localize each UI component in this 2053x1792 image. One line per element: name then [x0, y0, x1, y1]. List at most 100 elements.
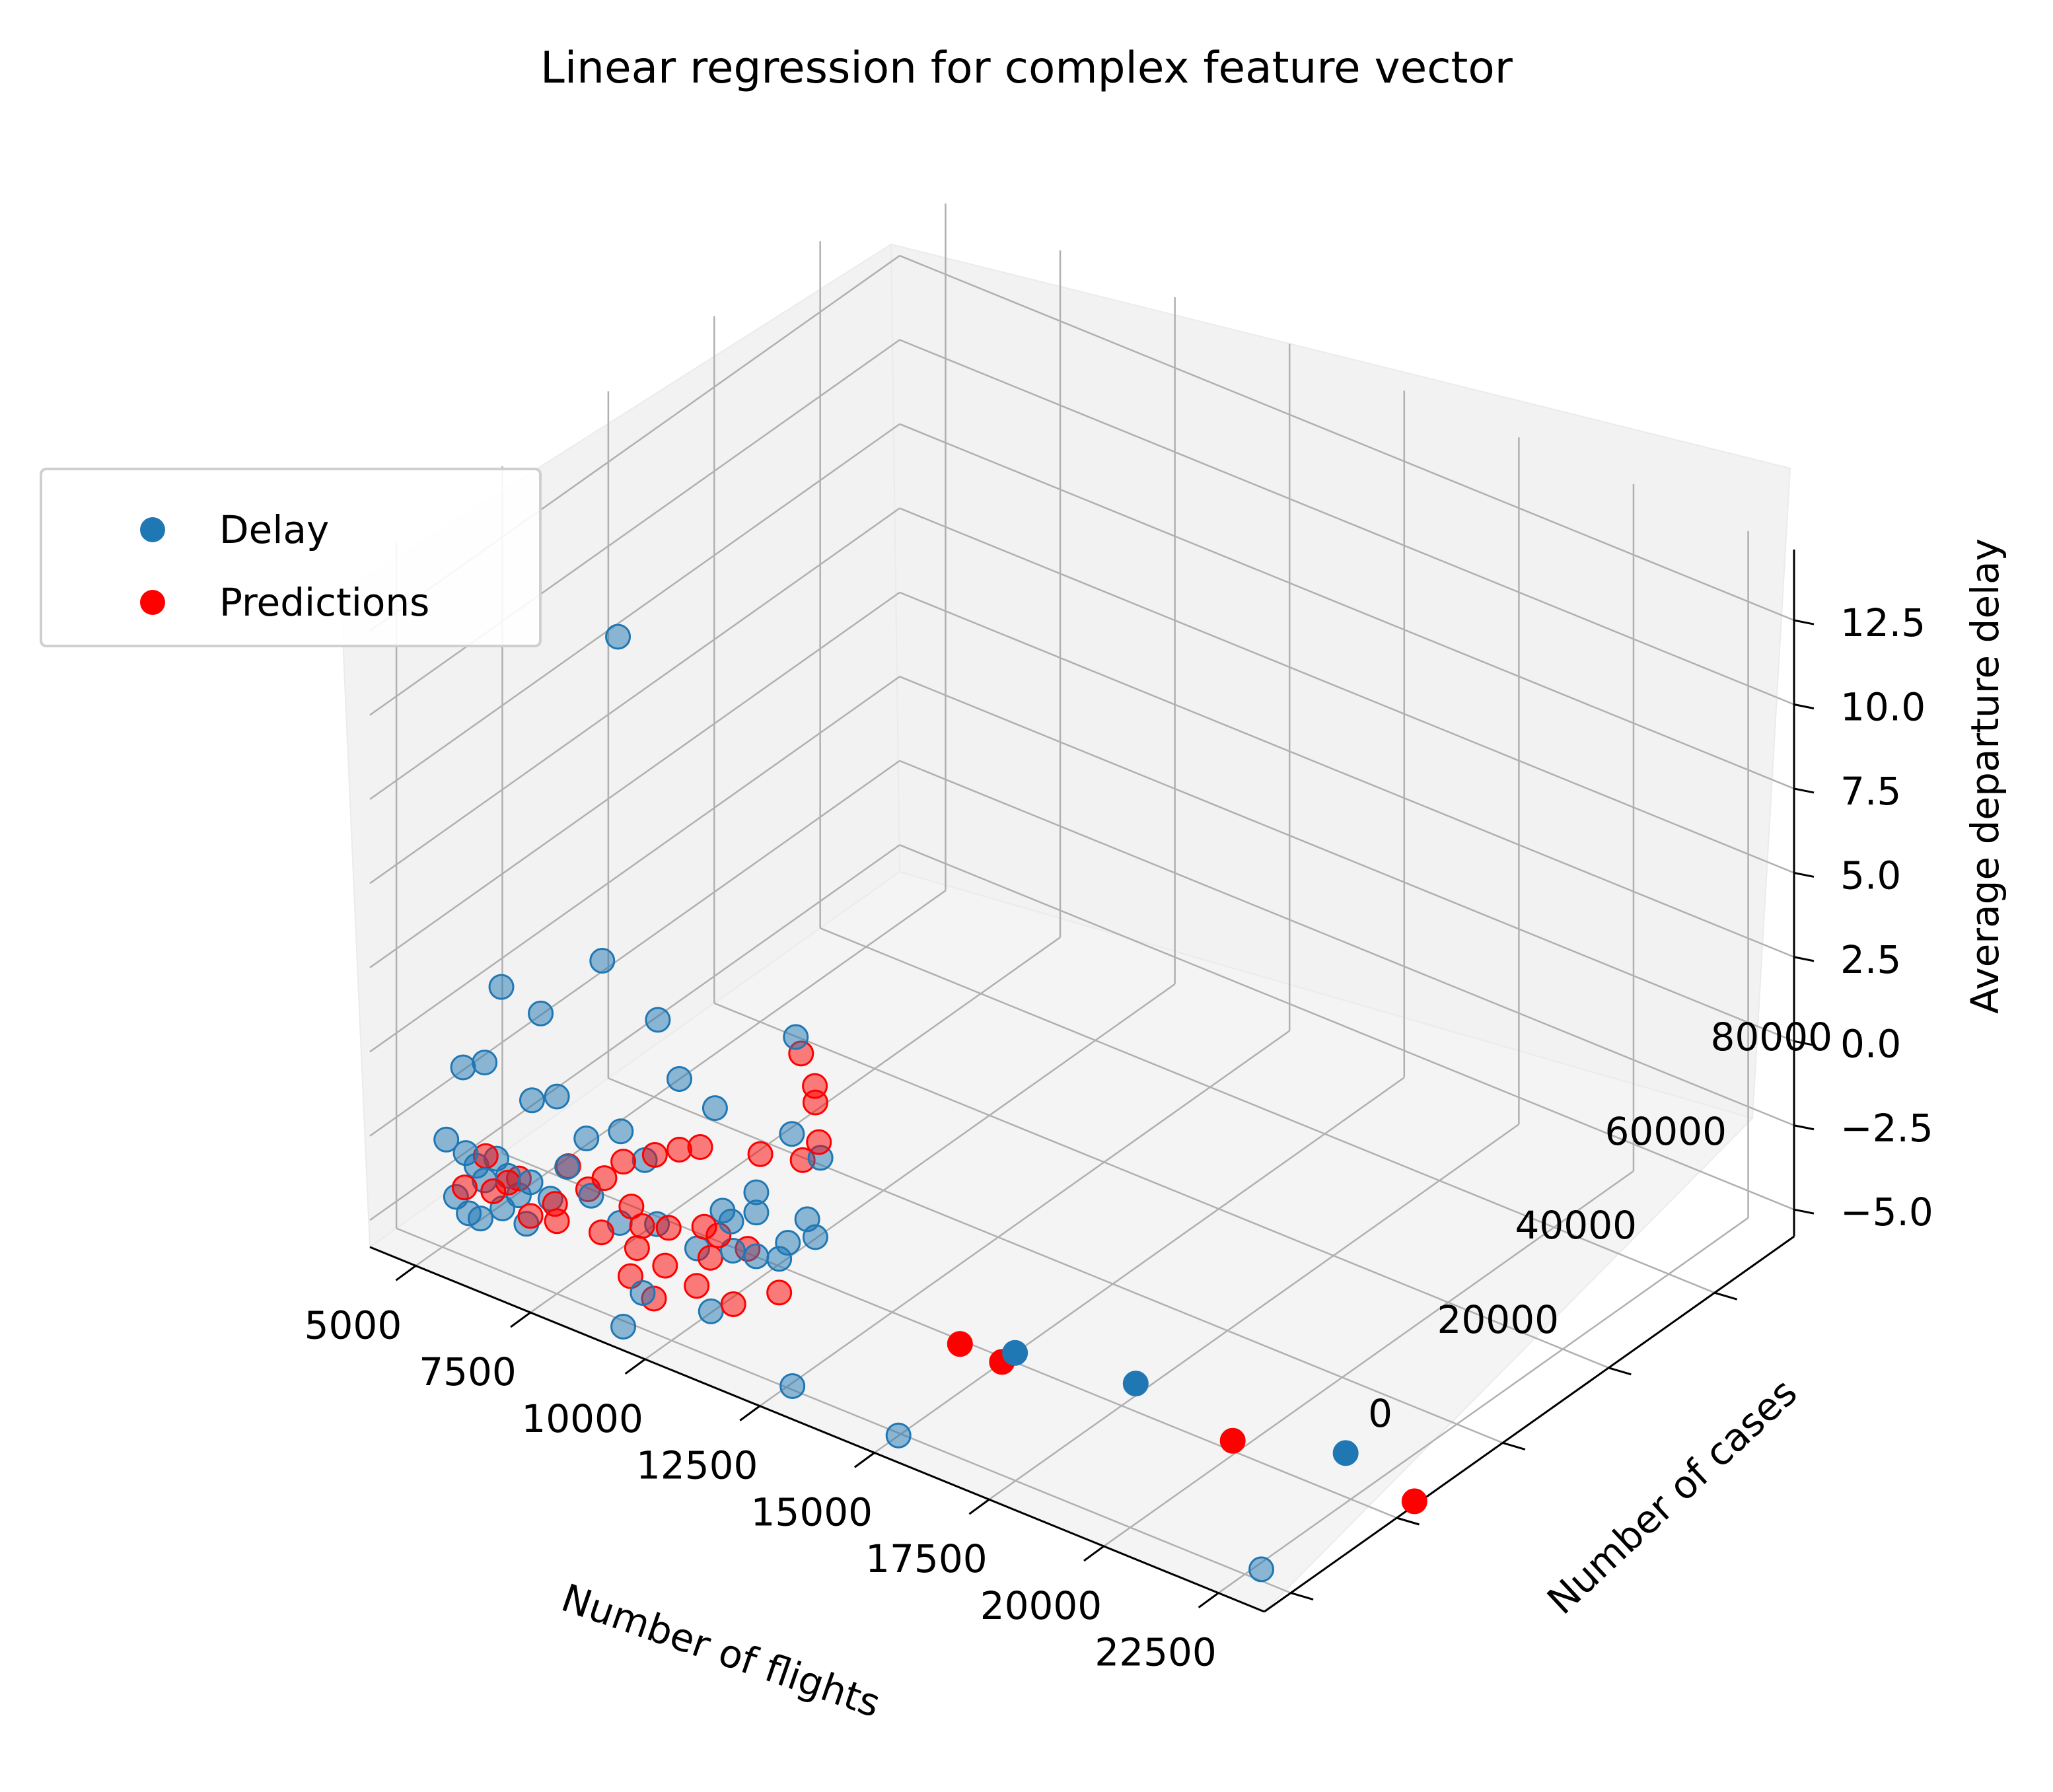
z-tick — [1793, 787, 1815, 794]
delay-point — [779, 1373, 806, 1399]
z-tick — [1793, 871, 1815, 878]
prediction-point — [1219, 1427, 1246, 1454]
delay-point — [578, 1182, 604, 1209]
delay-point — [1332, 1440, 1359, 1466]
delay-point — [610, 1313, 637, 1340]
delay-point — [630, 1279, 656, 1306]
delay-point — [450, 1054, 476, 1081]
legend-label-delay: Delay — [219, 507, 330, 552]
prediction-point — [766, 1279, 793, 1306]
delay-point — [1248, 1556, 1275, 1583]
y-tick-label: 60000 — [1604, 1109, 1727, 1154]
grid-line-x — [759, 1030, 1290, 1407]
y-tick-label: 20000 — [1437, 1297, 1559, 1342]
z-tick-label: 5.0 — [1840, 853, 1901, 898]
grid-line-y — [713, 1002, 1609, 1369]
delay-point — [783, 1024, 809, 1050]
prediction-point — [588, 1219, 614, 1246]
y-tick — [1608, 1367, 1632, 1376]
prediction-point — [652, 1252, 678, 1279]
grid-line-z — [899, 507, 1795, 874]
prediction-point — [591, 1165, 618, 1192]
axes: 5000750010000125001500017500200002250002… — [305, 550, 1933, 1675]
prediction-point — [641, 1141, 668, 1168]
x-axis-line — [369, 1246, 1265, 1613]
delay-point — [519, 1087, 545, 1114]
z-tick — [1793, 1208, 1815, 1215]
grid-line-z — [369, 423, 900, 800]
x-tick — [395, 1265, 417, 1281]
z-axis-label: Average departure delay — [1963, 538, 2007, 1014]
delay-point — [1002, 1340, 1028, 1366]
delay-point — [573, 1126, 600, 1152]
y-tick-label: 40000 — [1515, 1203, 1637, 1248]
delay-point — [645, 1007, 671, 1033]
prediction-point — [687, 1134, 713, 1161]
x-axis-label: Number of flights — [556, 1575, 886, 1727]
x-tick — [1198, 1592, 1219, 1608]
grid-line-z — [899, 339, 1795, 705]
delay-point — [743, 1243, 770, 1270]
delay-point — [589, 947, 616, 974]
z-tick-label: −2.5 — [1840, 1106, 1933, 1151]
grid-line-z — [899, 844, 1795, 1211]
z-tick-label: −5.0 — [1840, 1190, 1933, 1235]
z-tick — [1793, 619, 1815, 626]
delay-point — [472, 1050, 498, 1076]
prediction-point — [697, 1244, 723, 1271]
grid-line-z — [899, 591, 1795, 958]
grid-line-y — [396, 1227, 1291, 1594]
prediction-point — [517, 1203, 544, 1229]
delay-point — [885, 1422, 912, 1449]
scatter-points — [433, 624, 1427, 1583]
z-tick-label: 0.0 — [1840, 1021, 1901, 1066]
x-tick-label: 15000 — [751, 1489, 873, 1534]
x-tick-label: 12500 — [636, 1443, 758, 1488]
grid-line-z — [369, 339, 900, 716]
z-tick-label: 12.5 — [1840, 600, 1926, 645]
legend-marker-delay — [140, 517, 165, 542]
prediction-point — [806, 1129, 832, 1155]
x-tick-label: 20000 — [980, 1583, 1102, 1628]
grid-line-x — [1103, 1170, 1634, 1547]
delay-point — [433, 1126, 460, 1153]
prediction-point — [480, 1178, 507, 1204]
y-axis-line — [1264, 1235, 1795, 1613]
delay-point — [544, 1083, 570, 1110]
delay-point — [554, 1154, 581, 1180]
legend: Delay Predictions — [40, 468, 542, 647]
x-tick — [968, 1498, 990, 1515]
delay-point — [452, 1140, 479, 1166]
prediction-point — [684, 1273, 710, 1299]
z-tick — [1793, 703, 1815, 709]
prediction-point — [544, 1208, 570, 1235]
x-tick — [510, 1311, 531, 1328]
delay-point — [517, 1169, 544, 1196]
x-tick-label: 5000 — [305, 1303, 402, 1347]
grid-line-x — [988, 1124, 1520, 1501]
prediction-point — [610, 1149, 637, 1175]
z-tick-label: 10.0 — [1840, 685, 1926, 730]
prediction-point — [802, 1073, 828, 1099]
y-tick — [1502, 1441, 1526, 1451]
delay-point — [702, 1095, 728, 1122]
delay-point — [698, 1298, 724, 1324]
grid-line-z — [369, 507, 900, 884]
prediction-point — [691, 1213, 717, 1240]
grid-line-z — [899, 254, 1795, 622]
x-tick-label: 22500 — [1095, 1630, 1217, 1675]
prediction-point — [624, 1235, 650, 1262]
x-tick — [624, 1358, 646, 1375]
z-tick — [1793, 1124, 1815, 1131]
grid-line-y — [820, 927, 1715, 1294]
prediction-point — [655, 1215, 682, 1241]
z-tick — [1793, 1040, 1815, 1046]
y-tick — [1290, 1592, 1314, 1601]
grid-line-z — [899, 676, 1795, 1042]
delay-point — [775, 1230, 801, 1256]
y-axis-label: Number of cases — [1538, 1370, 1805, 1623]
delay-point — [743, 1179, 770, 1205]
grid-line-x — [874, 1077, 1405, 1454]
y-tick — [1396, 1517, 1420, 1526]
